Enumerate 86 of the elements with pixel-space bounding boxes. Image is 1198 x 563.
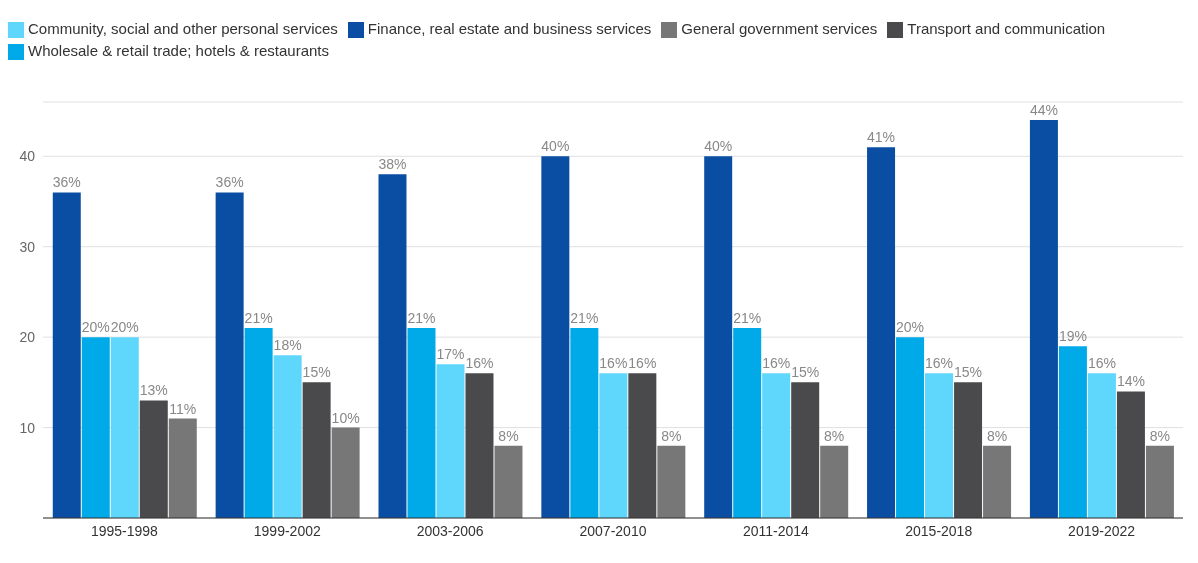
- x-tick-label: 1995-1998: [90, 522, 159, 539]
- bar: [1145, 445, 1174, 518]
- bar: [302, 382, 331, 518]
- bar: [110, 337, 139, 518]
- data-label: 40%: [704, 138, 733, 155]
- x-tick-label: 1999-2002: [253, 522, 321, 539]
- data-label: 20%: [896, 319, 925, 336]
- x-tick-label: 2007-2010: [579, 522, 647, 539]
- bar: [657, 445, 686, 518]
- bar: [599, 373, 628, 518]
- bar: [407, 328, 436, 518]
- bar: [541, 156, 570, 518]
- data-label: 21%: [407, 310, 436, 327]
- data-label: 16%: [465, 355, 494, 372]
- legend-label: General government services: [681, 20, 878, 37]
- data-label: 38%: [378, 156, 407, 173]
- bar: [436, 364, 465, 518]
- data-label: 16%: [599, 355, 628, 372]
- x-tick-label: 2019-2022: [1068, 522, 1136, 539]
- bar: [820, 445, 849, 518]
- data-label: 8%: [661, 427, 682, 444]
- bar: [52, 192, 81, 518]
- bar: [331, 427, 360, 518]
- data-label: 20%: [81, 319, 110, 336]
- bar: [465, 373, 494, 518]
- bar: [867, 147, 896, 518]
- data-label: 13%: [139, 382, 168, 399]
- bar: [1029, 120, 1058, 518]
- data-label: 16%: [762, 355, 791, 372]
- legend-label: Community, social and other personal services: [28, 20, 338, 37]
- bar: [791, 382, 820, 518]
- data-label: 8%: [986, 427, 1008, 444]
- bar: [215, 192, 244, 518]
- bar: [1087, 373, 1116, 518]
- bar: [983, 445, 1012, 518]
- data-label: 21%: [733, 310, 762, 327]
- x-tick-label: 2011-2014: [742, 522, 810, 539]
- bar: [1058, 346, 1087, 518]
- data-label: 21%: [244, 310, 273, 327]
- data-label: 41%: [867, 129, 896, 146]
- data-label: 8%: [824, 427, 845, 444]
- bar: [168, 418, 197, 518]
- data-label: 15%: [954, 364, 983, 381]
- data-label: 20%: [110, 319, 139, 336]
- data-label: 8%: [1149, 427, 1171, 444]
- y-tick-label: 10: [19, 419, 36, 436]
- legend-label: Wholesale & retail trade; hotels & restaurants: [28, 42, 329, 59]
- data-label: 21%: [570, 310, 599, 327]
- bar: [925, 373, 954, 518]
- data-label: 36%: [52, 174, 81, 191]
- bar: [244, 328, 273, 518]
- y-tick-label: 30: [19, 238, 36, 255]
- bar: [378, 174, 407, 518]
- data-label: 11%: [169, 400, 197, 417]
- x-tick-label: 2015-2018: [905, 522, 973, 539]
- bar: [762, 373, 791, 518]
- data-label: 18%: [273, 337, 302, 354]
- data-label: 36%: [215, 174, 244, 191]
- bar: [733, 328, 762, 518]
- bar: [704, 156, 733, 518]
- bar: [139, 400, 168, 518]
- bar: [628, 373, 657, 518]
- bar: [954, 382, 983, 518]
- legend-label: Finance, real estate and business services: [367, 20, 652, 37]
- data-label: 14%: [1116, 373, 1145, 390]
- bar: [1116, 391, 1145, 518]
- data-label: 16%: [1087, 355, 1116, 372]
- x-tick-label: 2003-2006: [416, 522, 484, 539]
- data-label: 8%: [498, 427, 519, 444]
- data-label: 19%: [1058, 328, 1087, 345]
- data-label: 15%: [791, 364, 820, 381]
- bar: [570, 328, 599, 518]
- data-label: 10%: [331, 409, 360, 426]
- legend-label: Transport and communication: [907, 20, 1106, 37]
- data-label: 16%: [925, 355, 954, 372]
- y-tick-label: 20: [19, 329, 36, 346]
- bar: [81, 337, 110, 518]
- bar: [494, 445, 523, 518]
- data-label: 44%: [1029, 102, 1058, 119]
- data-label: 15%: [302, 364, 331, 381]
- y-tick-label: 40: [19, 148, 36, 165]
- bar: [273, 355, 302, 518]
- data-label: 17%: [436, 346, 465, 363]
- bar: [896, 337, 925, 518]
- data-label: 40%: [541, 138, 570, 155]
- data-label: 16%: [628, 355, 657, 372]
